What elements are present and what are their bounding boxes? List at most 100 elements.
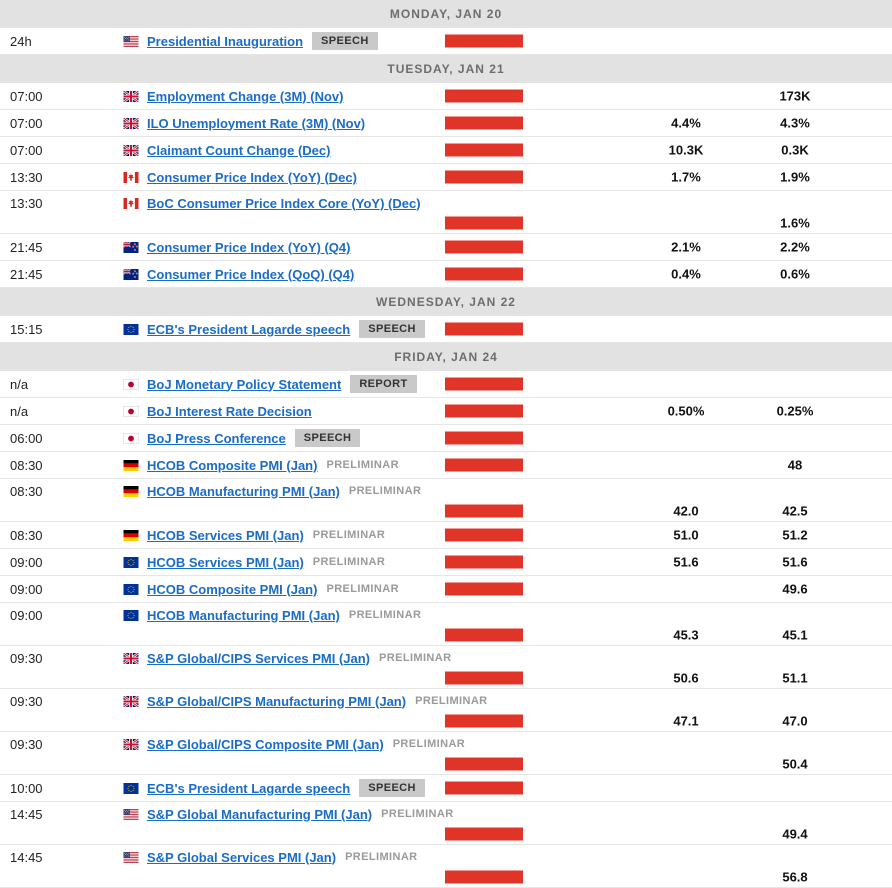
event-main-line: 13:30 BoC Consumer Price Index Core (YoY… — [0, 191, 892, 215]
flag-jp-icon — [123, 405, 139, 417]
event-row[interactable]: 24h Presidential Inauguration SPEECH — [0, 28, 892, 55]
event-link[interactable]: Employment Change (3M) (Nov) — [147, 88, 344, 104]
event-link[interactable]: BoJ Press Conference — [147, 430, 286, 446]
impact-bar — [445, 216, 523, 229]
flag-eu-icon — [123, 583, 139, 595]
impact-bar — [445, 267, 523, 281]
event-row[interactable]: 08:30 HCOB Manufacturing PMI (Jan) PRELI… — [0, 479, 892, 522]
previous-value: 50.4 — [782, 756, 808, 771]
event-link[interactable]: HCOB Services PMI (Jan) — [147, 554, 304, 570]
event-row[interactable]: 06:00 BoJ Press Conference SPEECH — [0, 425, 892, 452]
event-values: 56.8 — [0, 866, 892, 887]
event-row[interactable]: 09:00 HCOB Composite PMI (Jan) PRELIMINA… — [0, 576, 892, 603]
event-main-line: 08:30 HCOB Manufacturing PMI (Jan) PRELI… — [0, 479, 892, 503]
previous-value: 1.6% — [780, 215, 810, 230]
flag-ca-icon — [123, 171, 139, 183]
forecast-value: 47.1 — [673, 713, 699, 728]
event-time: 08:30 — [10, 483, 43, 499]
event-link[interactable]: Consumer Price Index (YoY) (Dec) — [147, 169, 357, 185]
event-values: 50.4 — [0, 753, 892, 774]
event-row[interactable]: 08:30 HCOB Services PMI (Jan) PRELIMINAR… — [0, 522, 892, 549]
event-link[interactable]: S&P Global/CIPS Manufacturing PMI (Jan) — [147, 693, 407, 709]
event-time: 07:00 — [10, 115, 43, 131]
event-link[interactable]: S&P Global Services PMI (Jan) — [147, 849, 337, 865]
event-row[interactable]: 09:30 S&P Global/CIPS Composite PMI (Jan… — [0, 732, 892, 775]
previous-value: 45.1 — [782, 627, 808, 642]
forecast-value: 45.3 — [673, 627, 699, 642]
event-link[interactable]: S&P Global/CIPS Composite PMI (Jan) — [147, 736, 384, 752]
event-row[interactable]: 21:45 Consumer Price Index (QoQ) (Q4) 0.… — [0, 261, 892, 288]
event-time: 09:00 — [10, 607, 43, 623]
event-link[interactable]: S&P Global/CIPS Services PMI (Jan) — [147, 650, 371, 666]
preliminar-badge: PRELIMINAR — [312, 556, 386, 568]
event-row[interactable]: n/a BoJ Monetary Policy Statement REPORT — [0, 371, 892, 398]
impact-bar — [445, 504, 523, 517]
event-values: 45.3 45.1 — [0, 624, 892, 645]
previous-value: 2.2% — [780, 239, 810, 255]
event-link[interactable]: S&P Global Manufacturing PMI (Jan) — [147, 806, 373, 822]
event-main-line: 09:00 HCOB Services PMI (Jan) PRELIMINAR — [0, 549, 892, 575]
event-row[interactable]: 07:00 ILO Unemployment Rate (3M) (Nov) 4… — [0, 110, 892, 137]
event-row[interactable]: 21:45 Consumer Price Index (YoY) (Q4) 2.… — [0, 234, 892, 261]
event-time: n/a — [10, 376, 29, 392]
previous-value: 47.0 — [782, 713, 808, 728]
event-link[interactable]: Consumer Price Index (QoQ) (Q4) — [147, 266, 355, 282]
impact-bar — [445, 404, 523, 418]
event-row[interactable]: 14:45 S&P Global Services PMI (Jan) PREL… — [0, 845, 892, 888]
event-row[interactable]: 09:30 S&P Global/CIPS Services PMI (Jan)… — [0, 646, 892, 689]
flag-jp-icon — [123, 378, 139, 390]
event-time: 08:30 — [10, 457, 43, 473]
event-time: n/a — [10, 403, 29, 419]
event-values: 50.6 51.1 — [0, 667, 892, 688]
day-rows: n/a BoJ Monetary Policy Statement REPORT… — [0, 371, 892, 888]
event-link[interactable]: Claimant Count Change (Dec) — [147, 142, 331, 158]
event-link[interactable]: HCOB Composite PMI (Jan) — [147, 457, 318, 473]
event-row[interactable]: 09:30 S&P Global/CIPS Manufacturing PMI … — [0, 689, 892, 732]
event-values: 51.0 51.2 — [0, 522, 892, 548]
event-link[interactable]: ECB's President Lagarde speech — [147, 321, 351, 337]
event-row[interactable]: 07:00 Employment Change (3M) (Nov) 173K — [0, 83, 892, 110]
flag-gb-icon — [123, 144, 139, 156]
event-time: 14:45 — [10, 849, 43, 865]
previous-value: 49.4 — [782, 826, 808, 841]
forecast-value: 1.7% — [671, 169, 701, 185]
forecast-value: 2.1% — [671, 239, 701, 255]
event-link[interactable]: ECB's President Lagarde speech — [147, 780, 351, 796]
event-values: 48 — [0, 452, 892, 478]
event-row[interactable]: 14:45 S&P Global Manufacturing PMI (Jan)… — [0, 802, 892, 845]
event-values: 49.4 — [0, 823, 892, 844]
event-link[interactable]: Presidential Inauguration — [147, 33, 304, 49]
event-values — [0, 316, 892, 342]
impact-bar — [445, 582, 523, 596]
impact-bar — [445, 528, 523, 542]
event-link[interactable]: HCOB Services PMI (Jan) — [147, 527, 304, 543]
event-link[interactable]: ILO Unemployment Rate (3M) (Nov) — [147, 115, 366, 131]
event-row[interactable]: 08:30 HCOB Composite PMI (Jan) PRELIMINA… — [0, 452, 892, 479]
flag-nz-icon — [123, 268, 139, 280]
event-values: 51.6 51.6 — [0, 549, 892, 575]
event-row[interactable]: 09:00 HCOB Services PMI (Jan) PRELIMINAR… — [0, 549, 892, 576]
event-time: 13:30 — [10, 195, 43, 211]
flag-de-icon — [123, 485, 139, 497]
event-row[interactable]: 13:30 Consumer Price Index (YoY) (Dec) 1… — [0, 164, 892, 191]
event-link[interactable]: HCOB Manufacturing PMI (Jan) — [147, 607, 340, 623]
event-row[interactable]: 15:15 ECB's President Lagarde speech SPE… — [0, 316, 892, 343]
event-row[interactable]: 07:00 Claimant Count Change (Dec) 10.3K … — [0, 137, 892, 164]
flag-jp-icon — [123, 432, 139, 444]
event-link[interactable]: BoJ Interest Rate Decision — [147, 403, 312, 419]
event-link[interactable]: BoJ Monetary Policy Statement — [147, 376, 342, 392]
event-row[interactable]: n/a BoJ Interest Rate Decision 0.50% 0.2… — [0, 398, 892, 425]
event-values — [0, 28, 892, 54]
day-rows: 07:00 Employment Change (3M) (Nov) 173K … — [0, 83, 892, 288]
speech-badge: SPEECH — [294, 429, 361, 447]
event-row[interactable]: 13:30 BoC Consumer Price Index Core (YoY… — [0, 191, 892, 234]
event-row[interactable]: 09:00 HCOB Manufacturing PMI (Jan) PRELI… — [0, 603, 892, 646]
previous-value: 51.6 — [782, 554, 808, 570]
event-link[interactable]: Consumer Price Index (YoY) (Q4) — [147, 239, 351, 255]
event-link[interactable]: HCOB Manufacturing PMI (Jan) — [147, 483, 340, 499]
event-time: 24h — [10, 33, 32, 49]
speech-badge: SPEECH — [359, 320, 425, 338]
event-link[interactable]: BoC Consumer Price Index Core (YoY) (Dec… — [147, 195, 421, 211]
event-row[interactable]: 10:00 ECB's President Lagarde speech SPE… — [0, 775, 892, 802]
event-link[interactable]: HCOB Composite PMI (Jan) — [147, 581, 318, 597]
